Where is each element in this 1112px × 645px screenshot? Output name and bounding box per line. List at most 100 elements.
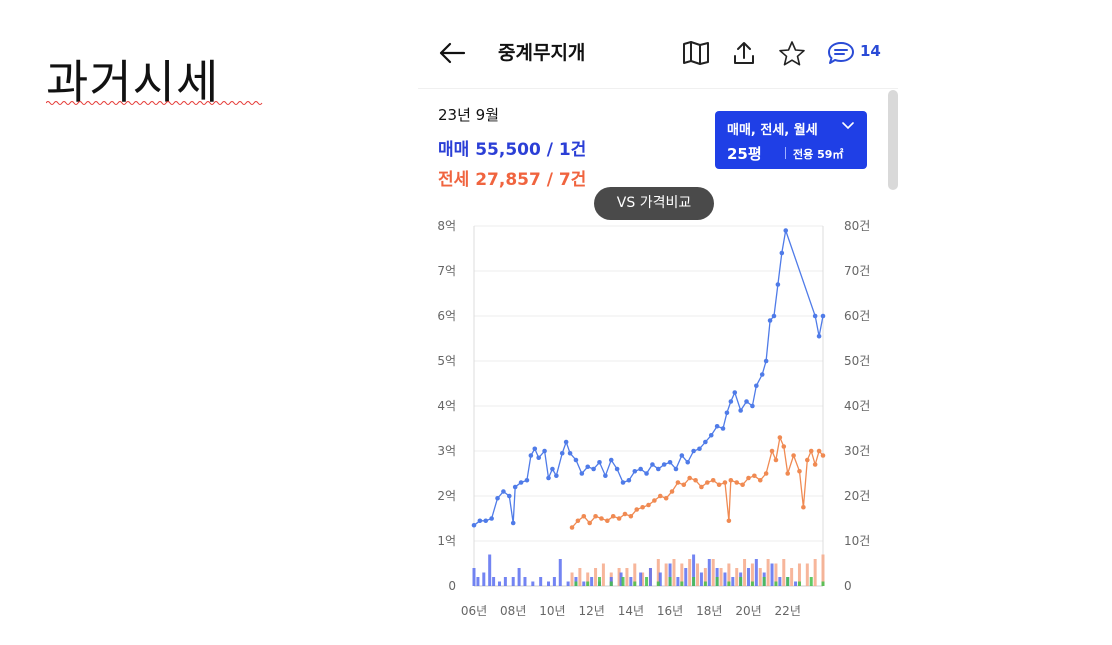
volume-bar-monthly xyxy=(692,577,696,586)
x-tick-label: 20년 xyxy=(735,604,761,618)
data-point-sale xyxy=(732,390,738,395)
volume-bar-sale xyxy=(558,559,562,586)
volume-bar-monthly xyxy=(727,581,731,586)
data-point-sale xyxy=(714,423,720,429)
volume-bar-jeonse xyxy=(758,568,762,586)
data-point-sale xyxy=(512,484,518,490)
volume-bar-sale xyxy=(539,577,543,586)
data-point-sale xyxy=(744,399,749,404)
data-point-sale xyxy=(528,453,534,458)
data-point-jeonse xyxy=(716,482,722,488)
star-icon[interactable] xyxy=(778,40,806,67)
data-point-sale xyxy=(720,426,726,431)
data-point-jeonse xyxy=(801,504,806,510)
compare-button[interactable]: VS 가격비교 xyxy=(594,187,714,220)
volume-bar-monthly xyxy=(703,581,707,586)
volume-bar-jeonse xyxy=(743,559,747,586)
y-right-tick-label: 0 xyxy=(844,579,852,593)
volume-bar-jeonse xyxy=(633,563,637,586)
volume-bar-jeonse xyxy=(586,572,590,586)
data-point-sale xyxy=(816,333,822,339)
volume-bar-sale xyxy=(472,568,476,586)
map-book-icon[interactable] xyxy=(682,40,710,66)
volume-bar-sale xyxy=(639,572,643,586)
y-right-tick-label: 80건 xyxy=(844,219,870,233)
volume-bar-sale xyxy=(619,572,623,586)
data-point-jeonse xyxy=(657,493,663,499)
chevron-down-icon xyxy=(842,122,854,130)
volume-bar-sale xyxy=(731,577,735,586)
volume-bar-sale xyxy=(746,568,750,586)
volume-bar-sale xyxy=(531,581,535,586)
data-point-sale xyxy=(567,450,573,456)
data-point-sale xyxy=(685,459,691,465)
volume-bar-monthly xyxy=(586,581,590,586)
data-point-jeonse xyxy=(710,477,716,483)
volume-bar-jeonse xyxy=(821,554,825,586)
data-point-sale xyxy=(542,448,547,454)
y-left-tick-label: 8억 xyxy=(437,219,456,233)
data-point-jeonse xyxy=(773,457,779,463)
data-point-sale xyxy=(495,495,500,501)
volume-bar-sale xyxy=(476,577,480,586)
volume-bar-jeonse xyxy=(813,559,817,586)
volume-bar-jeonse xyxy=(578,568,582,586)
share-icon[interactable] xyxy=(732,40,756,66)
y-right-tick-label: 20건 xyxy=(844,489,870,503)
volume-bar-sale xyxy=(582,581,586,586)
data-point-jeonse xyxy=(581,513,587,519)
data-point-sale xyxy=(724,410,730,416)
volume-bar-monthly xyxy=(797,581,801,586)
price-chart[interactable]: 0 1억 2억 3억 4억 5억 6억 7억 8억 0 10건 20건 30건 40건 50건 60건 70건 8… xyxy=(418,22,898,645)
comment-icon[interactable] xyxy=(826,40,856,66)
scrollbar[interactable] xyxy=(888,90,898,190)
data-point-jeonse xyxy=(646,502,651,508)
volume-bar-monthly xyxy=(656,581,660,586)
volume-bar-monthly xyxy=(645,577,649,586)
volume-bar-jeonse xyxy=(774,563,778,586)
volume-bar-sale xyxy=(492,577,496,586)
data-point-sale xyxy=(554,473,559,479)
volume-bar-monthly xyxy=(609,581,613,586)
volume-bar-sale xyxy=(517,568,521,586)
volume-bar-sale xyxy=(503,577,507,586)
volume-bar-jeonse xyxy=(664,563,668,586)
data-point-sale xyxy=(775,282,781,287)
data-point-sale xyxy=(728,399,734,404)
data-point-sale xyxy=(471,522,477,528)
data-point-jeonse xyxy=(769,448,775,454)
data-point-jeonse xyxy=(610,513,616,519)
y-right-tick-label: 50건 xyxy=(844,354,870,368)
back-arrow-icon[interactable] xyxy=(438,40,466,66)
data-point-sale xyxy=(812,313,818,319)
volume-bar-monthly xyxy=(809,577,813,586)
data-point-sale xyxy=(667,459,673,465)
volume-bar-sale xyxy=(629,577,633,586)
data-point-sale xyxy=(656,466,661,472)
y-right-tick-label: 40건 xyxy=(844,399,870,413)
data-point-sale xyxy=(620,480,626,485)
data-point-sale xyxy=(632,468,638,474)
volume-bar-jeonse xyxy=(727,563,731,586)
volume-bar-jeonse xyxy=(601,563,605,586)
data-point-sale xyxy=(579,471,585,476)
volume-bar-sale xyxy=(497,581,501,586)
data-point-jeonse xyxy=(599,516,604,521)
top-bar: 중계무지개 14 xyxy=(418,22,898,84)
data-point-sale xyxy=(524,477,530,483)
volume-bar-sale xyxy=(547,581,551,586)
volume-bar-sale xyxy=(692,554,696,586)
spellcheck-underline xyxy=(46,101,263,105)
selected-date: 23년 9월 xyxy=(438,106,499,124)
volume-bar-sale xyxy=(676,577,680,586)
data-point-jeonse xyxy=(752,473,757,479)
volume-bar-jeonse xyxy=(805,563,809,586)
sale-price-summary: 매매 55,500 / 1건 xyxy=(438,140,587,160)
volume-bar-monthly xyxy=(668,577,672,586)
data-point-sale xyxy=(767,318,773,323)
volume-bar-sale xyxy=(668,563,672,586)
data-point-jeonse xyxy=(820,453,826,458)
data-point-sale xyxy=(750,403,755,409)
data-point-jeonse xyxy=(675,480,681,485)
deal-type-filter[interactable]: 매매, 전세, 월세 25평 전용 59㎡ xyxy=(715,111,867,169)
